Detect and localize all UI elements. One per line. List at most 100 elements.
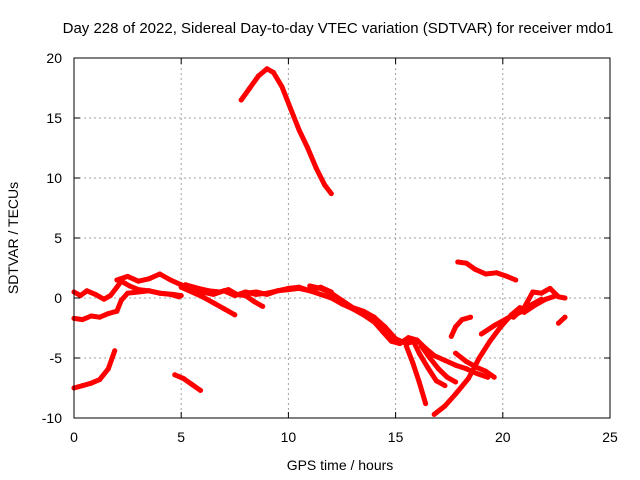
series-arc-15: [455, 259, 519, 283]
series-arc-20: [71, 348, 118, 391]
data-point: [455, 259, 461, 265]
data-point: [88, 313, 94, 319]
data-point: [80, 383, 86, 389]
y-tick-label: -5: [50, 350, 63, 366]
data-point: [433, 378, 439, 384]
series-line: [172, 372, 203, 393]
data-point: [127, 283, 133, 289]
data-point: [232, 312, 238, 318]
data-point: [318, 285, 324, 291]
data-point: [170, 291, 176, 297]
data-point: [125, 273, 131, 279]
data-point: [418, 343, 424, 349]
series-line: [238, 66, 334, 197]
data-point: [270, 69, 276, 75]
data-point: [217, 289, 223, 295]
data-point: [275, 288, 281, 294]
x-tick-label: 20: [495, 429, 511, 445]
data-point: [360, 308, 366, 314]
data-point: [285, 285, 291, 291]
data-point: [453, 350, 459, 356]
x-tick-label: 0: [70, 429, 78, 445]
axis-ticks: 0 5 10 15 20 25 -10 -5 0 5 10 15 20: [42, 50, 618, 445]
y-axis-label: SDTVAR / TECUs: [5, 182, 21, 294]
data-point: [157, 271, 163, 277]
data-point: [157, 290, 163, 296]
data-point: [448, 333, 454, 339]
series-arc-11: [418, 343, 459, 385]
data-point: [97, 314, 103, 320]
series-arc-21: [172, 372, 203, 393]
data-point: [279, 84, 285, 90]
data-point: [521, 309, 527, 315]
data-point: [114, 284, 120, 290]
y-tick-label: 20: [46, 50, 62, 66]
x-tick-label: 5: [177, 429, 185, 445]
data-point: [328, 290, 334, 296]
data-point: [538, 290, 544, 296]
data-point: [425, 365, 431, 371]
data-point: [107, 293, 113, 299]
data-point: [350, 305, 356, 311]
x-tick-label: 25: [602, 429, 618, 445]
y-tick-label: 15: [46, 110, 62, 126]
grid: [74, 58, 610, 418]
series-line: [403, 343, 429, 407]
data-point: [474, 365, 480, 371]
y-tick-label: 10: [46, 170, 62, 186]
chart-title: Day 228 of 2022, Sidereal Day-to-day VTE…: [63, 20, 614, 37]
data-point: [491, 323, 497, 329]
data-point: [318, 291, 324, 297]
data-point: [453, 362, 459, 368]
series-arc-6: [183, 282, 266, 309]
series-arc-18: [521, 293, 559, 315]
data-point: [180, 375, 186, 381]
data-point: [478, 331, 484, 337]
series-arc-1: [238, 66, 334, 197]
data-point: [431, 353, 437, 359]
data-point: [135, 278, 141, 284]
data-point: [195, 285, 201, 291]
data-point: [251, 299, 257, 305]
series-arc-3: [71, 288, 184, 323]
data-point: [530, 289, 536, 295]
data-point: [388, 338, 394, 344]
data-point: [253, 289, 259, 295]
data-point: [463, 359, 469, 365]
data-point: [296, 127, 302, 133]
data-point: [463, 366, 469, 372]
data-point: [423, 401, 429, 407]
x-tick-label: 10: [281, 429, 297, 445]
data-point: [466, 375, 471, 381]
series-line: [448, 314, 474, 339]
data-point: [255, 73, 261, 79]
data-point: [532, 302, 538, 308]
data-point: [493, 270, 499, 276]
series-arc-5: [178, 284, 238, 318]
series-arc-4: [114, 271, 334, 299]
data-point: [491, 374, 497, 380]
data-point: [543, 296, 549, 302]
data-point: [431, 411, 437, 417]
data-point: [206, 288, 212, 294]
data-point: [442, 357, 448, 363]
data-point: [105, 366, 111, 372]
data-point: [547, 285, 553, 291]
data-point: [513, 277, 519, 283]
data-point: [172, 372, 178, 378]
data-point: [178, 293, 184, 299]
data-point: [105, 311, 111, 317]
data-series: [71, 66, 568, 417]
data-point: [168, 277, 173, 283]
series-arc-10: [410, 337, 448, 389]
data-point: [472, 266, 478, 272]
data-point: [442, 403, 448, 409]
data-point: [483, 271, 489, 277]
data-point: [380, 329, 386, 335]
data-point: [307, 288, 313, 294]
data-point: [562, 314, 568, 320]
data-point: [77, 293, 83, 299]
data-point: [382, 324, 388, 330]
data-point: [393, 336, 399, 342]
